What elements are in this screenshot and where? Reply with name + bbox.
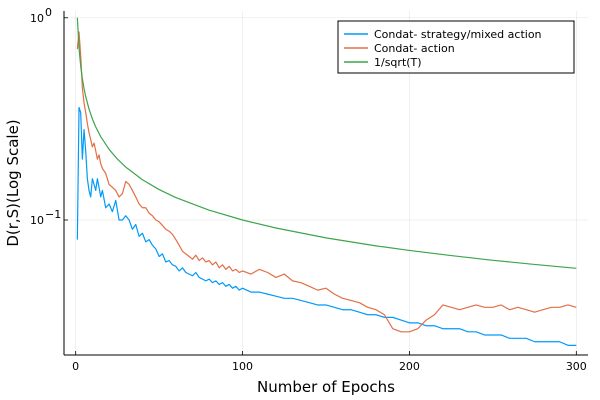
legend-label: Condat- strategy/mixed action	[374, 28, 542, 41]
x-tick-label: 300	[566, 360, 587, 373]
series-line-1	[76, 106, 577, 346]
legend-label: Condat- action	[374, 42, 455, 55]
axes-frame	[63, 11, 588, 356]
x-axis-label: Number of Epochs	[257, 378, 395, 396]
series-line-3	[76, 17, 577, 269]
x-tick-label: 0	[72, 360, 79, 373]
y-axis-label: D(r,S)(Log Scale)	[4, 119, 22, 246]
x-tick-label: 100	[232, 360, 253, 373]
x-tick-label: 200	[399, 360, 420, 373]
y-tick-label: 10	[30, 12, 44, 25]
y-tick-exponent: −1	[45, 208, 61, 221]
legend-label: 1/sqrt(T)	[374, 56, 422, 69]
series-lines	[76, 17, 577, 346]
series-line-2	[76, 31, 577, 333]
legend-box	[337, 20, 575, 74]
y-tick-exponent: 0	[45, 6, 52, 19]
y-tick-label: 10	[30, 214, 44, 227]
